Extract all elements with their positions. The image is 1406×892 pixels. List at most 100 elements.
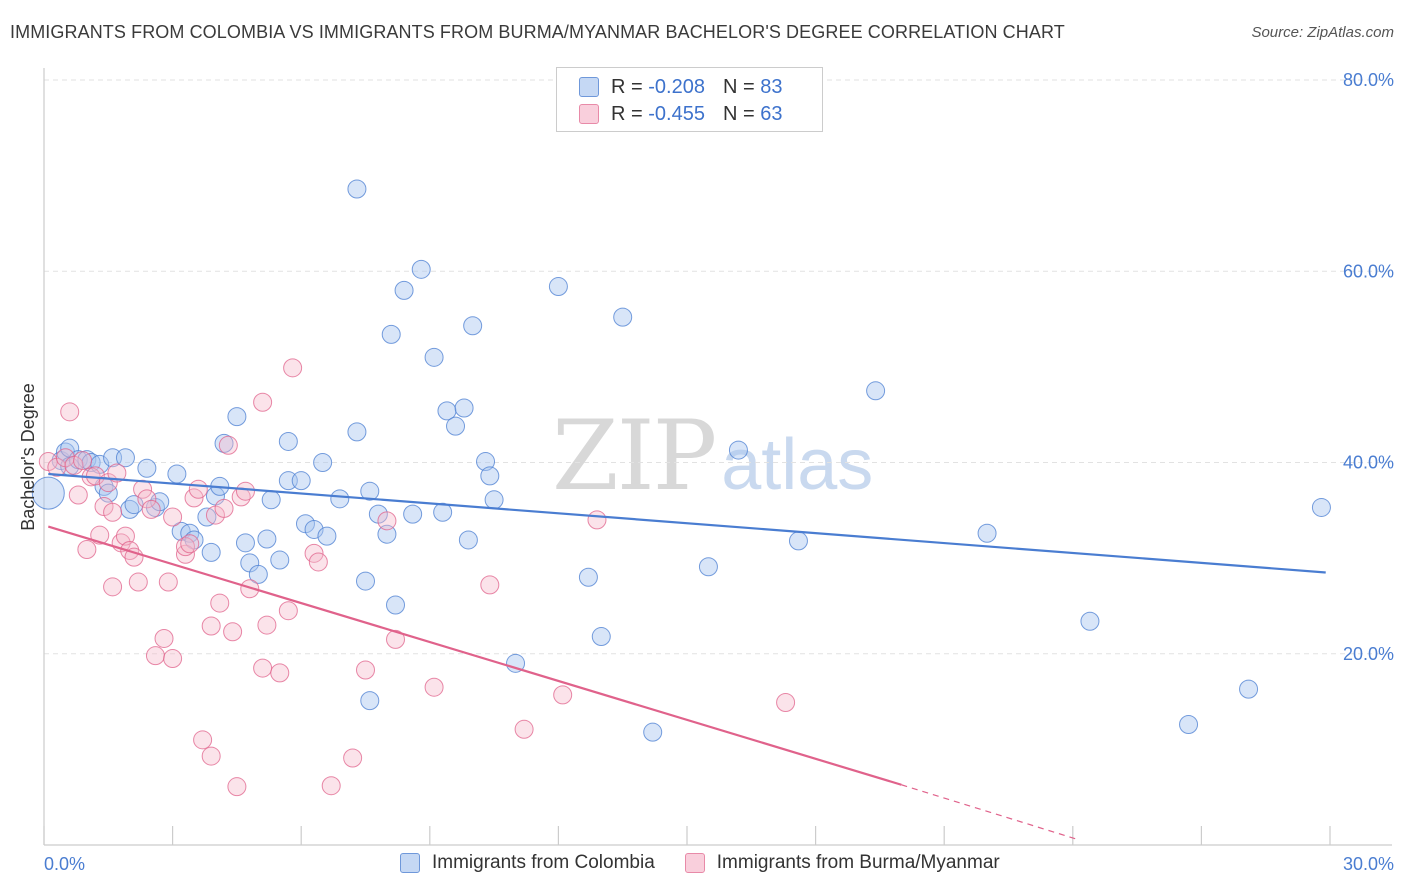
burma-point xyxy=(235,481,255,501)
colombia-point xyxy=(386,595,406,615)
colombia-point xyxy=(480,466,500,486)
burma-point xyxy=(158,572,178,592)
colombia-trend-line xyxy=(48,472,1326,574)
correlation-legend: R = -0.208 N = 83 R = -0.455 N = 63 xyxy=(556,67,823,132)
legend-r-value-burma: -0.455 xyxy=(648,102,705,125)
colombia-point xyxy=(476,452,496,472)
colombia-point xyxy=(330,489,350,509)
burma-point xyxy=(386,629,406,649)
burma-point xyxy=(553,685,573,705)
colombia-point xyxy=(506,653,526,673)
burma-point xyxy=(223,622,243,642)
burma-point xyxy=(356,660,375,680)
burma-point xyxy=(141,499,161,519)
colombia-point xyxy=(1179,715,1199,735)
series-label-burma: Immigrants from Burma/Myanmar xyxy=(716,852,1000,873)
colombia-point xyxy=(347,179,367,199)
burma-point xyxy=(60,402,80,422)
burma-point xyxy=(210,593,230,613)
burma-point xyxy=(424,677,444,697)
colombia-point xyxy=(411,259,431,279)
colombia-point xyxy=(248,564,268,584)
legend-swatch-burma xyxy=(579,104,599,124)
source-credit: Source: ZipAtlas.com xyxy=(1251,24,1394,41)
burma-point xyxy=(137,489,157,509)
burma-point xyxy=(145,646,165,666)
colombia-point xyxy=(291,471,311,491)
burma-point xyxy=(163,649,183,669)
legend-n-label: N = xyxy=(722,102,755,125)
colombia-point xyxy=(591,627,611,647)
colombia-point xyxy=(1239,679,1259,699)
burma-point xyxy=(240,579,260,599)
colombia-point xyxy=(167,464,187,484)
series-legend-burma[interactable]: Immigrants from Burma/Myanmar xyxy=(684,852,1000,874)
legend-r-label: R = xyxy=(611,75,643,98)
colombia-point xyxy=(698,557,718,577)
colombia-point xyxy=(278,431,298,451)
series-legend: Immigrants from Colombia Immigrants from… xyxy=(400,852,1030,874)
y-tick-label: 60.0% xyxy=(1343,261,1394,281)
legend-n-label: N = xyxy=(722,75,755,98)
y-tick-label: 20.0% xyxy=(1343,644,1394,664)
burma-point xyxy=(154,628,174,648)
trend-lines xyxy=(47,472,1326,840)
series-legend-colombia[interactable]: Immigrants from Colombia xyxy=(400,852,655,874)
colombia-point xyxy=(31,476,65,510)
legend-n-value-colombia: 83 xyxy=(760,75,783,98)
x-tick-label: 0.0% xyxy=(44,854,85,874)
colombia-point xyxy=(728,440,748,460)
burma-point xyxy=(283,358,303,378)
burma-point xyxy=(343,748,363,768)
colombia-point xyxy=(1080,611,1100,631)
burma-point xyxy=(304,543,324,563)
colombia-point xyxy=(270,550,290,570)
burma-point xyxy=(124,547,144,567)
colombia-point xyxy=(548,277,568,297)
legend-r-value-colombia: -0.208 xyxy=(648,75,705,98)
colombia-point xyxy=(235,533,255,553)
colombia-point xyxy=(454,398,474,418)
colombia-point xyxy=(377,524,397,544)
burma-point xyxy=(103,502,123,522)
burma-point xyxy=(193,730,213,750)
colombia-point xyxy=(356,571,375,591)
burma-point xyxy=(227,777,247,797)
burma-point xyxy=(270,663,290,683)
colombia-point xyxy=(484,490,504,510)
burma-point xyxy=(253,658,273,678)
burma-point xyxy=(163,507,183,527)
legend-r-label: R = xyxy=(611,102,643,125)
burma-point xyxy=(64,455,84,475)
series-swatch-colombia xyxy=(400,853,420,873)
colombia-point xyxy=(257,529,277,549)
burma-point xyxy=(201,616,221,636)
x-tick-label: 30.0% xyxy=(1343,854,1394,874)
burma-point xyxy=(776,693,796,713)
series-burma-points xyxy=(38,358,796,797)
legend-row-burma: R = -0.455 N = 63 xyxy=(579,101,782,127)
burma-trend-extension xyxy=(901,784,1078,840)
colombia-point xyxy=(424,347,444,367)
legend-swatch-colombia xyxy=(579,77,599,97)
axes xyxy=(43,68,1392,846)
colombia-point xyxy=(866,381,886,401)
burma-point xyxy=(184,488,204,508)
burma-point xyxy=(480,575,500,595)
series-label-colombia: Immigrants from Colombia xyxy=(432,852,655,873)
legend-row-colombia: R = -0.208 N = 83 xyxy=(579,74,782,100)
legend-n-value-burma: 63 xyxy=(760,102,783,125)
burma-point xyxy=(128,572,148,592)
burma-point xyxy=(175,544,195,564)
colombia-point xyxy=(347,422,367,442)
colombia-point xyxy=(463,316,483,336)
colombia-point xyxy=(394,280,414,300)
colombia-point xyxy=(137,458,157,478)
y-tick-label: 80.0% xyxy=(1343,70,1394,90)
colombia-point xyxy=(458,530,478,550)
tick-labels: 20.0% 40.0% 60.0% 80.0% 0.0% 30.0% xyxy=(44,70,1394,874)
burma-point xyxy=(377,511,397,531)
burma-point xyxy=(214,498,234,518)
burma-point xyxy=(587,510,607,530)
